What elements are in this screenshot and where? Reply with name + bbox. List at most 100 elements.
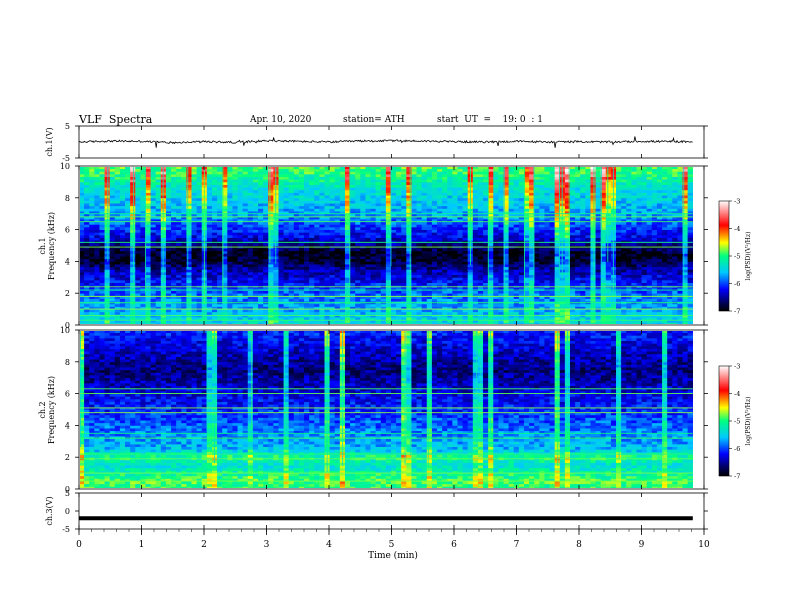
ch1-spectrogram-cell bbox=[89, 269, 95, 273]
ch1-spectrogram-cell bbox=[426, 272, 433, 276]
ch1-spectrogram-cell bbox=[150, 181, 157, 185]
ch1-spectrogram-cell bbox=[242, 306, 249, 310]
ch1-spectrogram-cell bbox=[125, 317, 131, 321]
ch1-spectrogram-cell bbox=[99, 314, 105, 318]
ch1-spectrogram-cell bbox=[130, 287, 136, 291]
ch1-spectrogram-cell bbox=[406, 306, 412, 310]
ch1-spectrogram-cell bbox=[493, 266, 499, 270]
ch1-spectrogram-cell bbox=[375, 317, 382, 321]
ch1-spectrogram-cell bbox=[472, 287, 479, 291]
ch1-spectrogram-cell bbox=[477, 290, 484, 294]
ch1-spectrogram-cell bbox=[477, 248, 484, 252]
ch1-spectrogram-cell bbox=[293, 224, 300, 228]
ch1-spectrogram-cell bbox=[319, 256, 325, 260]
ch1-spectrogram-cell bbox=[309, 226, 315, 230]
ch1-spectrogram-cell bbox=[268, 224, 274, 228]
ch1-spectrogram-cell bbox=[426, 287, 433, 291]
ch1-spectrogram-cell bbox=[94, 295, 100, 299]
ch1-spectrogram-cell bbox=[125, 253, 131, 257]
ch1-spectrogram-cell bbox=[150, 211, 157, 215]
ch1-spectrogram-cell bbox=[222, 184, 228, 188]
ch1-spectrogram-cell bbox=[360, 250, 366, 254]
ch1-spectrogram-cell bbox=[431, 171, 438, 175]
ch1-spectrogram-cell bbox=[155, 176, 162, 180]
ch1-spectrogram-cell bbox=[355, 219, 361, 223]
ch1-spectrogram-cell bbox=[288, 200, 295, 204]
ch1-spectrogram-cell bbox=[176, 272, 182, 276]
ch1-spectrogram-cell bbox=[421, 203, 428, 207]
ch1-spectrogram-cell bbox=[145, 221, 151, 225]
ch1-spectrogram-cell bbox=[237, 298, 244, 302]
ch1-spectrogram-cell bbox=[462, 168, 469, 172]
ch1-spectrogram-cell bbox=[447, 171, 453, 175]
ch1-spectrogram-cell bbox=[176, 232, 182, 236]
ch1-spectrogram-cell bbox=[483, 168, 489, 172]
ch1-spectrogram-cell bbox=[334, 208, 341, 212]
ch1-spectrogram-cell bbox=[329, 311, 336, 315]
ch1-spectrogram-cell bbox=[498, 290, 504, 294]
ch1-spectrogram-cell bbox=[283, 213, 290, 217]
ch1-spectrogram-cell bbox=[94, 319, 100, 323]
ch1-spectrogram-cell bbox=[472, 295, 479, 299]
ch1-spectrogram-cell bbox=[483, 277, 489, 281]
ch1-spectrogram-cell bbox=[324, 287, 331, 291]
ch1-spectrogram-cell bbox=[304, 256, 310, 260]
ch1-spectrogram-cell bbox=[411, 279, 417, 283]
ch1-spectrogram-cell bbox=[155, 295, 162, 299]
ch1-spectrogram-cell bbox=[493, 195, 499, 199]
ch1-spectrogram-cell bbox=[165, 192, 172, 196]
ch1-spectrogram-cell bbox=[186, 192, 192, 196]
ch1-spectrogram-cell bbox=[462, 203, 469, 207]
ch1-spectrogram-cell bbox=[135, 224, 141, 228]
ch1-spectrogram-cell bbox=[360, 167, 366, 170]
ch1-spectrogram-cell bbox=[273, 290, 279, 294]
ch1-spectrogram-cell bbox=[176, 205, 182, 209]
ch1-spectrogram-cell bbox=[206, 309, 213, 313]
ch1-spectrogram-cell bbox=[232, 266, 238, 270]
ch1-spectrogram-cell bbox=[462, 167, 469, 170]
ch1-spectrogram-cell bbox=[99, 168, 105, 172]
ch1-spectrogram-cell bbox=[273, 298, 279, 302]
ch1-spectrogram-cell bbox=[268, 298, 274, 302]
ch1-spectrogram-cell bbox=[293, 232, 300, 236]
ch1-spectrogram-cell bbox=[150, 203, 157, 207]
ch1-spectrogram-cell bbox=[293, 261, 300, 265]
ch1-spectrogram-cell bbox=[452, 219, 458, 223]
ch1-spectrogram-cell bbox=[150, 242, 157, 246]
ch1-spectrogram-cell bbox=[237, 272, 244, 276]
ch1-spectrogram-cell bbox=[140, 309, 146, 313]
ch1-spectrogram-cell bbox=[452, 200, 458, 204]
ch1-spectrogram-cell bbox=[375, 282, 382, 286]
ch1-spectrogram-cell bbox=[319, 213, 325, 217]
ch1-spectrogram-cell bbox=[462, 250, 469, 254]
ch1-spectrogram-cell bbox=[145, 279, 151, 283]
ch1-spectrogram-cell bbox=[401, 181, 407, 185]
ch1-spectrogram-cell bbox=[355, 298, 361, 302]
ch1-spectrogram-cell bbox=[135, 200, 141, 204]
ch1-spectrogram-cell bbox=[165, 224, 172, 228]
ch1-spectrogram-cell bbox=[89, 219, 95, 223]
ch1-spectrogram-cell bbox=[186, 203, 192, 207]
ch1-spectrogram-cell bbox=[211, 181, 218, 185]
ch1-spectrogram-cell bbox=[426, 181, 433, 185]
ch1-spectrogram-cell bbox=[191, 322, 198, 324]
ch1-spectrogram-cell bbox=[334, 216, 341, 220]
ch1-spectrogram-cell bbox=[293, 242, 300, 246]
ch1-spectrogram-cell bbox=[89, 224, 95, 228]
ch1-spectrogram-cell bbox=[426, 197, 433, 201]
ch1-spectrogram-cell bbox=[319, 211, 325, 215]
ch1-spectrogram-cell bbox=[247, 295, 254, 299]
ch1-spectrogram-cell bbox=[365, 168, 371, 172]
ch1-spectrogram-cell bbox=[186, 272, 192, 276]
ch1-spectrogram-cell bbox=[375, 189, 382, 193]
ch1-spectrogram-cell bbox=[375, 226, 382, 230]
ch1-spectrogram-cell bbox=[355, 213, 361, 217]
ch1-spectrogram-cell bbox=[104, 203, 111, 207]
ch1-spectrogram-cell bbox=[401, 322, 407, 324]
ch1-spectrogram-cell bbox=[498, 253, 504, 257]
ch1-spectrogram-cell bbox=[380, 258, 387, 262]
ch1-spectrogram-cell bbox=[80, 189, 85, 193]
ch1-spectrogram-cell bbox=[165, 287, 172, 291]
ch1-spectrogram-cell bbox=[278, 258, 284, 262]
ch1-spectrogram-cell bbox=[477, 237, 484, 241]
